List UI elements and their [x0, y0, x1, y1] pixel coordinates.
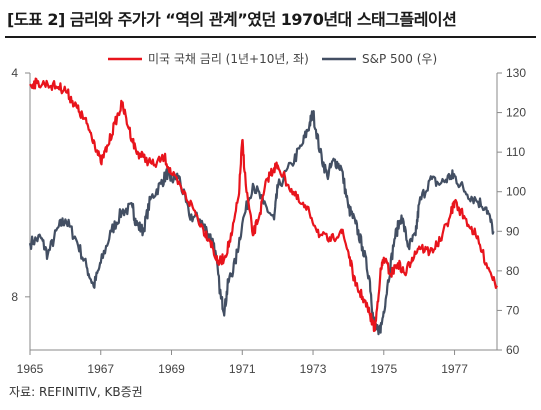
x-tick-label: 1975: [370, 362, 397, 376]
right-tick-label: 120: [506, 106, 526, 120]
legend: 미국 국채 금리 (1년+10년, 좌) S&P 500 (우): [108, 52, 437, 66]
x-tick-label: 1965: [17, 362, 44, 376]
title-rule: [5, 36, 536, 38]
x-tick-label: 1967: [87, 362, 114, 376]
right-tick-label: 130: [506, 66, 526, 80]
right-tick-label: 70: [506, 303, 520, 317]
right-tick-label: 60: [506, 343, 520, 357]
left-tick-label: 4: [11, 66, 18, 80]
x-tick-label: 1971: [229, 362, 256, 376]
right-tick-label: 110: [506, 145, 525, 159]
right-tick-label: 80: [506, 264, 520, 278]
right-tick-label: 90: [506, 224, 520, 238]
series-layer: [28, 77, 498, 336]
legend-label-1: S&P 500 (우): [362, 52, 437, 66]
left-tick-label: 8: [11, 290, 18, 304]
series-line-treasury-yield: [29, 77, 498, 333]
plot-frame: [29, 73, 498, 351]
x-tick-label: 1973: [300, 362, 327, 376]
axes-layer: 1965 1967 1969 1971 1973 1975 1977 4 8 130 120 110 1…: [11, 66, 526, 376]
series-line-sp500: [28, 110, 495, 336]
source-note: 자료: REFINITIV, KB증권: [9, 385, 143, 399]
x-tick-label: 1969: [158, 362, 185, 376]
x-tick-label: 1977: [441, 362, 468, 376]
right-tick-label: 100: [506, 185, 526, 199]
chart-title: [도표 2] 금리와 주가가 “역의 관계”였던 1970년대 스태그플레이션: [7, 10, 457, 29]
legend-label-0: 미국 국채 금리 (1년+10년, 좌): [148, 52, 309, 66]
